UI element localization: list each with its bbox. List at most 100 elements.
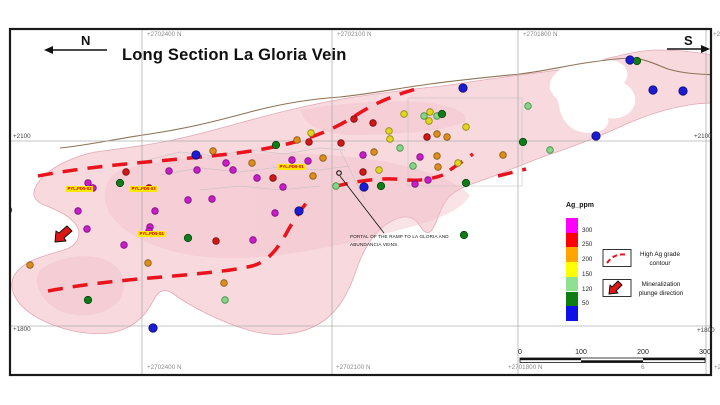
ag-intercept-point — [632, 56, 642, 66]
ag-intercept-point — [115, 178, 125, 188]
ag-intercept-point — [648, 85, 658, 95]
ag-intercept-point — [426, 108, 434, 116]
ag-intercept-point — [425, 117, 433, 125]
ag-intercept-point — [293, 136, 301, 144]
ag-intercept-point — [437, 109, 447, 119]
ag-intercept-points — [11, 55, 688, 333]
ag-intercept-point — [209, 147, 217, 155]
ag-intercept-point — [84, 179, 92, 187]
ag-intercept-point — [248, 159, 256, 167]
ag-intercept-point — [307, 129, 315, 137]
ag-intercept-point — [434, 163, 442, 171]
south-arrow — [667, 45, 710, 53]
vein-inner-shading — [36, 101, 470, 316]
ag-intercept-point — [369, 119, 377, 127]
ag-intercept-point — [83, 225, 91, 233]
portal-marker — [336, 170, 342, 176]
ag-intercept-point — [524, 102, 532, 110]
ag-intercept-point — [375, 166, 383, 174]
ag-intercept-point — [148, 323, 158, 333]
ag-intercept-point — [411, 180, 419, 188]
ag-intercept-point — [271, 140, 281, 150]
ag-intercept-point — [359, 168, 367, 176]
ag-intercept-point — [145, 227, 153, 235]
ag-intercept-point — [120, 241, 128, 249]
ag-intercept-point — [458, 83, 468, 93]
ag-intercept-point — [212, 237, 220, 245]
ag-intercept-point — [144, 259, 152, 267]
ag-intercept-point — [220, 279, 228, 287]
ag-intercept-point — [518, 137, 528, 147]
ag-intercept-point — [279, 183, 287, 191]
ag-intercept-point — [359, 151, 367, 159]
ag-intercept-point — [271, 209, 279, 217]
legend-contour-box — [602, 249, 632, 267]
ag-intercept-point — [416, 153, 424, 161]
ag-intercept-point — [400, 110, 408, 118]
ag-intercept-point — [409, 162, 417, 170]
ag-intercept-point — [89, 184, 97, 192]
ag-intercept-point — [461, 178, 471, 188]
plunge-arrow — [54, 225, 73, 243]
ag-intercept-point — [184, 196, 192, 204]
ag-intercept-point — [288, 156, 296, 164]
ag-intercept-point — [165, 167, 173, 175]
ag-intercept-point — [269, 174, 277, 182]
ag-intercept-point — [145, 184, 153, 192]
ag-intercept-point — [151, 207, 159, 215]
ag-intercept-point — [122, 168, 130, 176]
ag-intercept-point — [591, 131, 601, 141]
ag-intercept-point — [359, 182, 369, 192]
ag-intercept-point — [249, 236, 257, 244]
ag-intercept-point — [193, 166, 201, 174]
ag-intercept-point — [253, 174, 261, 182]
portal-leader-line — [339, 175, 385, 234]
ag-intercept-point — [443, 133, 451, 141]
ag-intercept-point — [370, 148, 378, 156]
ag-intercept-point — [433, 152, 441, 160]
ag-intercept-point — [229, 166, 237, 174]
ag-intercept-point — [385, 127, 393, 135]
ag-intercept-point — [396, 144, 404, 152]
ag-intercept-point — [376, 181, 386, 191]
ag-intercept-point — [294, 206, 304, 216]
ag-intercept-point — [74, 207, 82, 215]
ag-intercept-point — [191, 150, 201, 160]
ag-intercept-point — [305, 138, 313, 146]
map-frame — [8, 27, 713, 377]
ag-intercept-point — [304, 157, 312, 165]
scale-bar — [519, 357, 706, 363]
grid-lines — [11, 30, 710, 375]
ag-intercept-point — [319, 154, 327, 162]
ag-intercept-point — [424, 176, 432, 184]
ag-intercept-point — [83, 295, 93, 305]
ag-intercept-point — [26, 261, 34, 269]
ag-intercept-point — [183, 233, 193, 243]
ag-intercept-point — [454, 159, 462, 167]
ag-intercept-point — [11, 207, 13, 213]
ag-intercept-point — [423, 133, 431, 141]
ag-intercept-point — [420, 112, 428, 120]
north-arrow — [44, 46, 107, 54]
ag-intercept-point — [332, 182, 340, 190]
ag-intercept-point — [386, 135, 394, 143]
ag-intercept-point — [350, 115, 358, 123]
vein-hole — [549, 59, 636, 133]
ag-intercept-point — [546, 146, 554, 154]
ag-intercept-point — [337, 139, 345, 147]
ag-intercept-point — [221, 296, 229, 304]
topography-line — [59, 57, 710, 149]
ag-intercept-point — [625, 55, 635, 65]
ag-intercept-point — [208, 195, 216, 203]
ag-intercept-point — [433, 130, 441, 138]
ag-intercept-point — [499, 151, 507, 159]
legend-plunge-box — [602, 279, 632, 297]
ag-intercept-point — [222, 159, 230, 167]
map-content — [11, 30, 710, 375]
ag-intercept-point — [459, 230, 469, 240]
ag-intercept-point — [678, 86, 688, 96]
ag-intercept-point — [462, 123, 470, 131]
ag-intercept-point — [309, 172, 317, 180]
